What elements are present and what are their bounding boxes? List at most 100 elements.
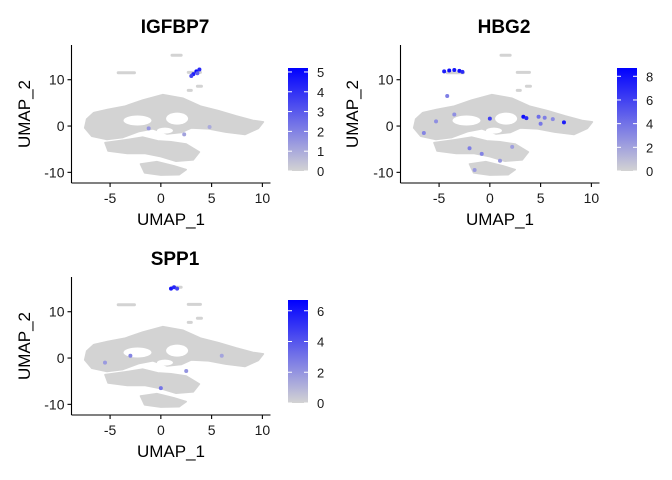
legend-tick-label: 3 [317,105,324,120]
expression-point [169,286,173,291]
x-tick-label: 5 [208,190,216,206]
legend-tick-label: 4 [317,335,324,350]
cloud-gap [156,359,173,366]
expression-point [421,130,426,135]
expression-point [175,286,180,291]
panel-title: SPP1 [151,249,200,270]
cell-cluster [433,136,530,162]
color-legend: 0 1 2 3 4 5 [288,65,324,179]
cloud-gap [166,112,189,125]
cloud-gap [452,115,481,126]
expression-point [195,71,200,76]
expression-point [498,158,502,163]
legend-tick-label: 2 [317,124,324,139]
expression-point [538,121,543,126]
expression-point [197,67,202,72]
y-tick-label: -10 [373,164,393,180]
expression-point [219,353,224,358]
expression-point [467,146,472,151]
legend-tick-label: 0 [317,396,324,411]
legend-tick-label: 6 [317,304,324,319]
y-tick-label: 10 [49,304,65,320]
expression-point [158,386,163,391]
cell-cloud [83,285,265,408]
expression-point [561,120,566,125]
legend-tick-label: 0 [646,164,653,179]
expression-point [452,68,457,73]
expression-point [487,116,492,121]
expression-point [172,285,177,290]
legend-colorbar [288,68,308,171]
cloud-gap [495,112,518,125]
legend-colorbar [617,68,637,171]
expression-point [434,119,439,124]
x-tick-label: 0 [486,190,494,206]
color-legend: 0 2 4 6 [288,300,324,411]
legend-colorbar [288,300,308,403]
expression-point [442,69,447,74]
expression-point [524,116,529,121]
x-tick-label: -5 [104,190,117,206]
panel-title: IGFBP7 [141,17,210,38]
y-tick-label: 0 [386,118,394,134]
expression-point [128,353,133,358]
x-axis-label: UMAP_1 [137,210,205,229]
panel-title: HBG2 [478,17,531,38]
expression-point [510,144,515,149]
legend-tick-label: 6 [646,93,653,108]
expression-point [479,151,484,156]
x-tick-label: 10 [584,190,600,206]
y-axis-label: UMAP_2 [15,312,34,380]
x-tick-label: 5 [208,422,216,438]
y-tick-label: 0 [57,350,65,366]
expression-point [207,124,212,129]
cloud-gap [166,344,189,357]
legend-tick-label: 1 [317,144,324,159]
x-tick-label: 5 [537,190,545,206]
expression-point [457,68,462,73]
cell-cluster [468,160,517,176]
legend-tick-label: 4 [646,117,653,132]
expression-point [460,69,465,74]
expression-point [103,360,108,365]
cloud-gap [156,127,173,134]
y-axis-label: UMAP_2 [15,80,34,148]
expression-point [146,126,151,131]
umap-panel-hbg2: HBG2 -5 0 5 10 -10 0 10 UMAP_1 UMAP_2 0 2 4 6 8 [343,17,653,229]
color-legend: 0 2 4 6 8 [617,68,653,179]
umap-panel-spp1: SPP1 -5 0 5 10 -10 0 10 UMAP_1 UMAP_2 0 2 4 6 [15,249,324,461]
cell-cluster [104,368,201,395]
y-tick-label: -10 [44,164,64,180]
cell-cluster [104,136,201,162]
y-tick-label: -10 [44,396,64,412]
y-tick-label: 10 [378,72,394,88]
expression-point [550,117,555,122]
x-tick-label: -5 [433,190,446,206]
x-tick-label: 0 [157,422,165,438]
expression-point [447,68,452,73]
x-tick-label: 0 [157,190,165,206]
y-tick-label: 0 [57,118,65,134]
legend-tick-label: 4 [317,85,324,100]
expression-point [536,114,541,119]
cell-cloud [83,53,265,176]
expression-point [182,132,187,137]
x-tick-label: -5 [104,422,117,438]
legend-tick-label: 8 [646,69,653,84]
expression-point [184,369,189,374]
x-axis-label: UMAP_1 [466,210,534,229]
cloud-gap [485,127,502,134]
x-axis-label: UMAP_1 [137,442,205,461]
legend-tick-label: 2 [646,140,653,155]
expression-point [189,74,194,79]
expression-point [521,114,526,119]
y-axis-label: UMAP_2 [343,80,362,148]
legend-tick-label: 0 [317,164,324,179]
expression-point [472,168,477,173]
umap-panel-igfbp7: IGFBP7 -5 0 5 10 -10 0 10 UMAP_1 UMAP_2 0 1 2 3 4 5 [15,17,324,229]
cloud-gap [123,347,152,358]
legend-tick-label: 2 [317,365,324,380]
y-tick-label: 10 [49,72,65,88]
expression-point [445,93,450,98]
